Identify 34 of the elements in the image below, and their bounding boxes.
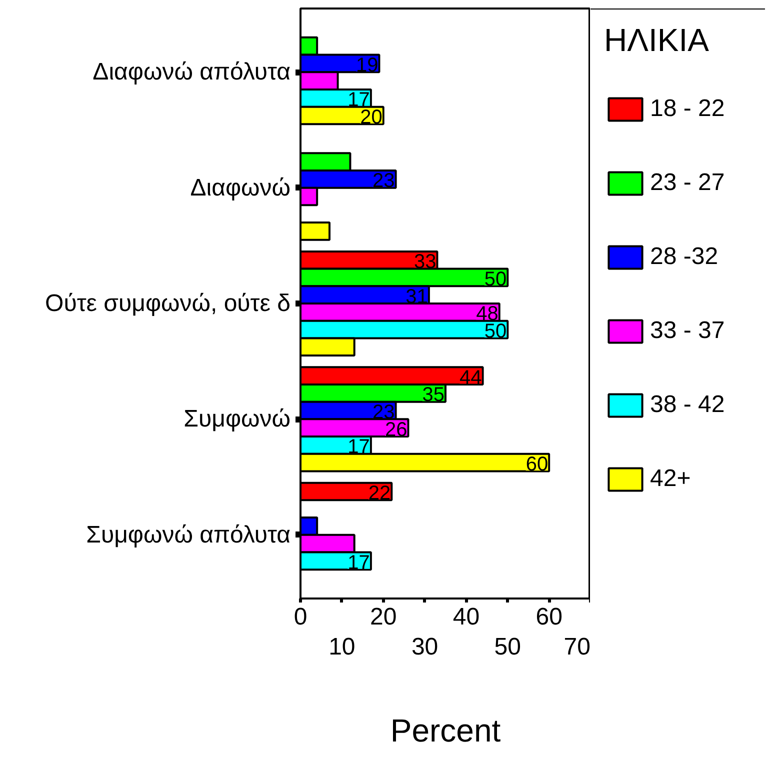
data-label: 22	[368, 482, 391, 504]
x2-tick-label: 70	[564, 634, 591, 660]
y-tick-label: Διαφωνώ απόλυτα	[92, 58, 291, 86]
data-label: 35	[422, 384, 445, 406]
data-label: 20	[360, 106, 382, 129]
x-tick-label: 0	[294, 604, 308, 630]
data-label: 23	[372, 170, 395, 192]
legend-label: 42+	[650, 465, 691, 493]
data-label: 19	[356, 54, 378, 76]
legend-title: ΗΛΙΚΙΑ	[604, 22, 710, 59]
x2-tick-label: 30	[411, 634, 438, 660]
y-tick-label: Ούτε συμφωνώ, ούτε δ	[45, 290, 291, 317]
y-tick-label: Διαφωνώ	[190, 174, 291, 202]
data-label: 44	[460, 366, 482, 389]
x-axis-title: Percent	[390, 712, 501, 748]
y-tick-label: Συμφωνώ απόλυτα	[86, 521, 291, 548]
data-label: 60	[526, 454, 548, 476]
legend-label: 23 - 27	[650, 169, 725, 197]
x-tick-label: 40	[452, 604, 480, 630]
data-label: 26	[384, 418, 408, 441]
legend-label: 38 - 42	[650, 391, 725, 419]
data-label: 17	[348, 436, 370, 458]
x-tick-label: 20	[370, 604, 397, 630]
data-label: 33	[414, 251, 436, 274]
x2-tick-label: 10	[328, 634, 356, 660]
legend-label: 33 - 37	[650, 317, 725, 345]
data-label: 50	[484, 268, 507, 290]
legend-label: 18 - 22	[650, 95, 725, 123]
data-label: 17	[348, 552, 370, 574]
legend-label: 28 -32	[650, 243, 718, 271]
y-tick-label: Συμφωνώ	[184, 406, 290, 433]
x2-tick-label: 50	[494, 634, 521, 660]
x-tick-label: 60	[536, 604, 562, 630]
data-label: 50	[484, 320, 507, 343]
